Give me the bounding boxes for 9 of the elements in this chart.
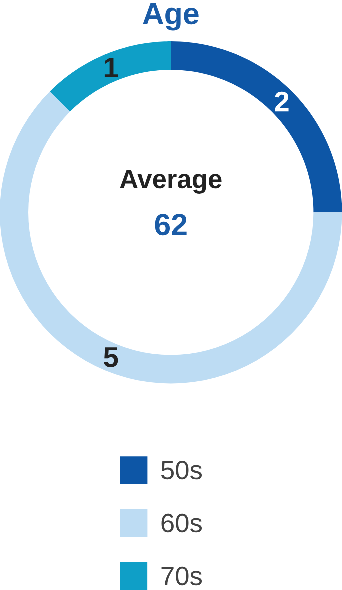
chart-title: Age [143, 3, 199, 31]
data-label: 1 [104, 58, 118, 78]
text: Average [120, 170, 222, 194]
legend-label: 50s [161, 460, 202, 480]
legend-label: 60s [162, 514, 202, 533]
legend-label: 70s [162, 566, 202, 586]
data-label: 2 [274, 92, 289, 112]
data-label: 5 [104, 348, 118, 368]
text: 62 [155, 214, 187, 236]
